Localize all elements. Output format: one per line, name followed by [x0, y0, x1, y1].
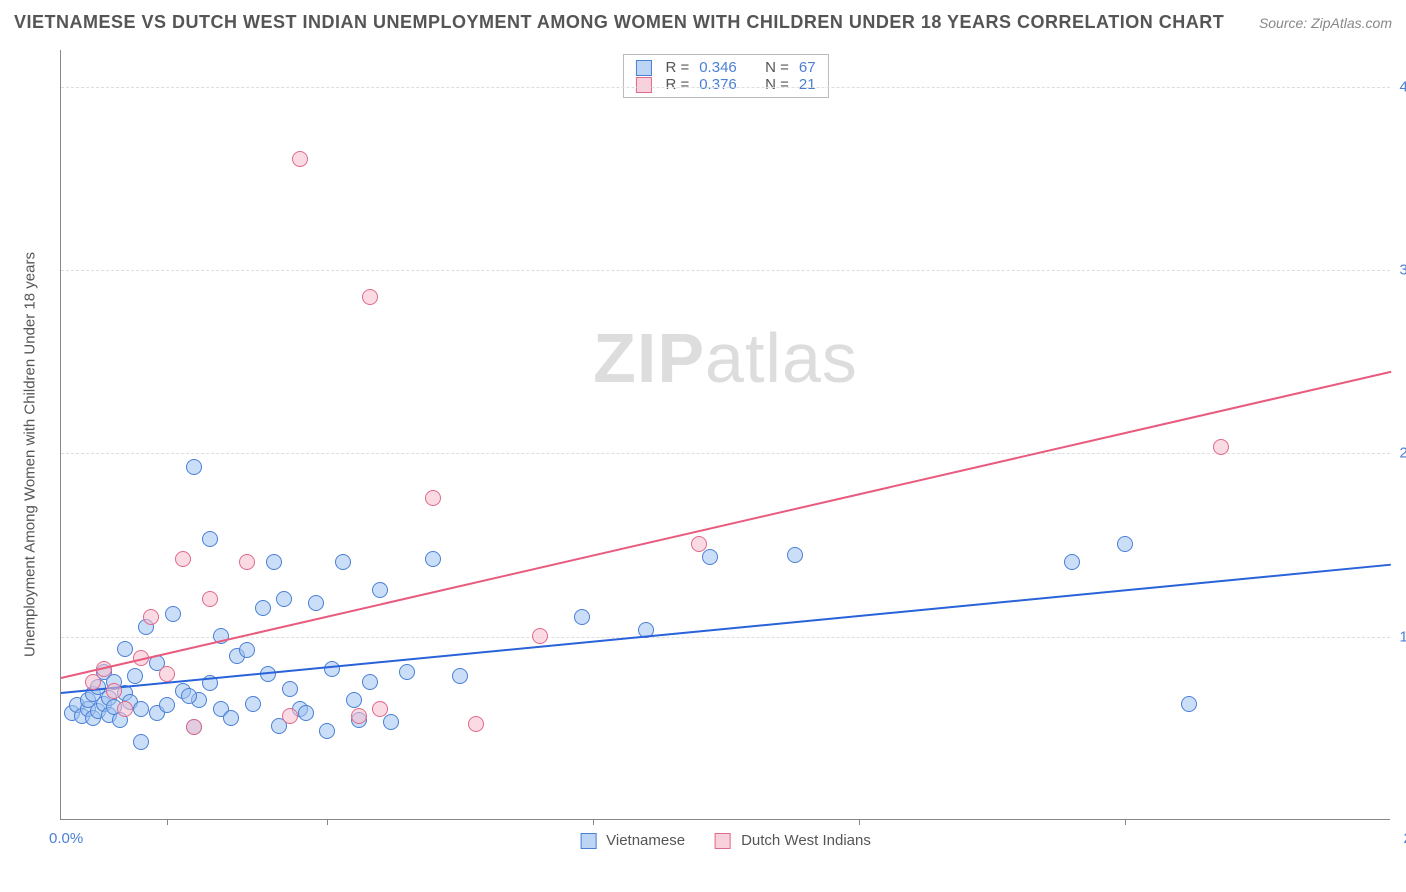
r-label: R =	[665, 76, 689, 93]
scatter-point	[1117, 536, 1133, 552]
scatter-point	[346, 692, 362, 708]
stats-row-dutch: R = 0.376 N = 21	[635, 76, 815, 93]
scatter-point	[383, 714, 399, 730]
scatter-point	[223, 710, 239, 726]
legend-swatch-dutch-icon	[715, 833, 731, 849]
scatter-point	[319, 723, 335, 739]
scatter-point	[143, 609, 159, 625]
scatter-point	[117, 701, 133, 717]
scatter-chart: ZIPatlas R = 0.346 N = 67 R = 0.376 N = …	[60, 50, 1390, 820]
scatter-point	[372, 582, 388, 598]
gridline	[61, 637, 1390, 638]
header-bar: VIETNAMESE VS DUTCH WEST INDIAN UNEMPLOY…	[14, 12, 1392, 33]
legend-item-vietnamese: Vietnamese	[580, 832, 685, 849]
x-tick	[327, 819, 328, 825]
trend-line	[61, 563, 1391, 693]
n-value-vietnamese: 67	[799, 59, 816, 76]
scatter-point	[175, 551, 191, 567]
scatter-point	[362, 674, 378, 690]
scatter-point	[452, 668, 468, 684]
n-label: N =	[765, 59, 789, 76]
source-attribution: Source: ZipAtlas.com	[1259, 15, 1392, 31]
scatter-point	[292, 151, 308, 167]
x-tick	[167, 819, 168, 825]
gridline	[61, 87, 1390, 88]
gridline	[61, 453, 1390, 454]
scatter-point	[691, 536, 707, 552]
legend-item-dutch: Dutch West Indians	[715, 832, 871, 849]
scatter-point	[255, 600, 271, 616]
scatter-point	[425, 490, 441, 506]
r-label: R =	[665, 59, 689, 76]
scatter-point	[117, 641, 133, 657]
scatter-point	[159, 666, 175, 682]
x-tick	[859, 819, 860, 825]
x-tick	[1125, 819, 1126, 825]
scatter-point	[282, 708, 298, 724]
scatter-point	[335, 554, 351, 570]
gridline	[61, 270, 1390, 271]
legend-label-dutch: Dutch West Indians	[741, 832, 871, 849]
y-tick-label: 30.0%	[1399, 262, 1406, 279]
scatter-point	[574, 609, 590, 625]
scatter-point	[532, 628, 548, 644]
scatter-point	[165, 606, 181, 622]
y-tick-label: 20.0%	[1399, 445, 1406, 462]
bottom-legend: Vietnamese Dutch West Indians	[580, 832, 871, 849]
scatter-point	[298, 705, 314, 721]
scatter-point	[425, 551, 441, 567]
scatter-point	[266, 554, 282, 570]
legend-label-vietnamese: Vietnamese	[606, 832, 685, 849]
scatter-point	[362, 289, 378, 305]
x-axis-min-label: 0.0%	[49, 830, 83, 847]
watermark: ZIPatlas	[593, 318, 858, 398]
scatter-point	[1181, 696, 1197, 712]
watermark-rest: atlas	[705, 319, 858, 397]
y-tick-label: 40.0%	[1399, 78, 1406, 95]
scatter-point	[186, 719, 202, 735]
scatter-point	[133, 701, 149, 717]
scatter-point	[308, 595, 324, 611]
correlation-stats-box: R = 0.346 N = 67 R = 0.376 N = 21	[622, 54, 828, 98]
scatter-point	[399, 664, 415, 680]
scatter-point	[245, 696, 261, 712]
scatter-point	[85, 674, 101, 690]
scatter-point	[181, 688, 197, 704]
scatter-point	[106, 683, 122, 699]
chart-title: VIETNAMESE VS DUTCH WEST INDIAN UNEMPLOY…	[14, 12, 1224, 33]
scatter-point	[127, 668, 143, 684]
scatter-point	[372, 701, 388, 717]
scatter-point	[239, 642, 255, 658]
scatter-point	[282, 681, 298, 697]
scatter-point	[239, 554, 255, 570]
n-label: N =	[765, 76, 789, 93]
scatter-point	[1213, 439, 1229, 455]
scatter-point	[787, 547, 803, 563]
scatter-point	[468, 716, 484, 732]
r-value-dutch: 0.376	[699, 76, 737, 93]
n-value-dutch: 21	[799, 76, 816, 93]
scatter-point	[202, 591, 218, 607]
scatter-point	[133, 734, 149, 750]
legend-swatch-vietnamese-icon	[580, 833, 596, 849]
swatch-vietnamese-icon	[635, 60, 651, 76]
scatter-point	[159, 697, 175, 713]
scatter-point	[1064, 554, 1080, 570]
watermark-bold: ZIP	[593, 319, 705, 397]
stats-row-vietnamese: R = 0.346 N = 67	[635, 59, 815, 76]
y-tick-label: 10.0%	[1399, 628, 1406, 645]
scatter-point	[351, 708, 367, 724]
scatter-point	[702, 549, 718, 565]
scatter-point	[202, 531, 218, 547]
scatter-point	[186, 459, 202, 475]
y-axis-label: Unemployment Among Women with Children U…	[22, 252, 39, 657]
swatch-dutch-icon	[635, 77, 651, 93]
trend-line	[61, 371, 1391, 679]
scatter-point	[276, 591, 292, 607]
x-tick	[593, 819, 594, 825]
r-value-vietnamese: 0.346	[699, 59, 737, 76]
scatter-point	[324, 661, 340, 677]
